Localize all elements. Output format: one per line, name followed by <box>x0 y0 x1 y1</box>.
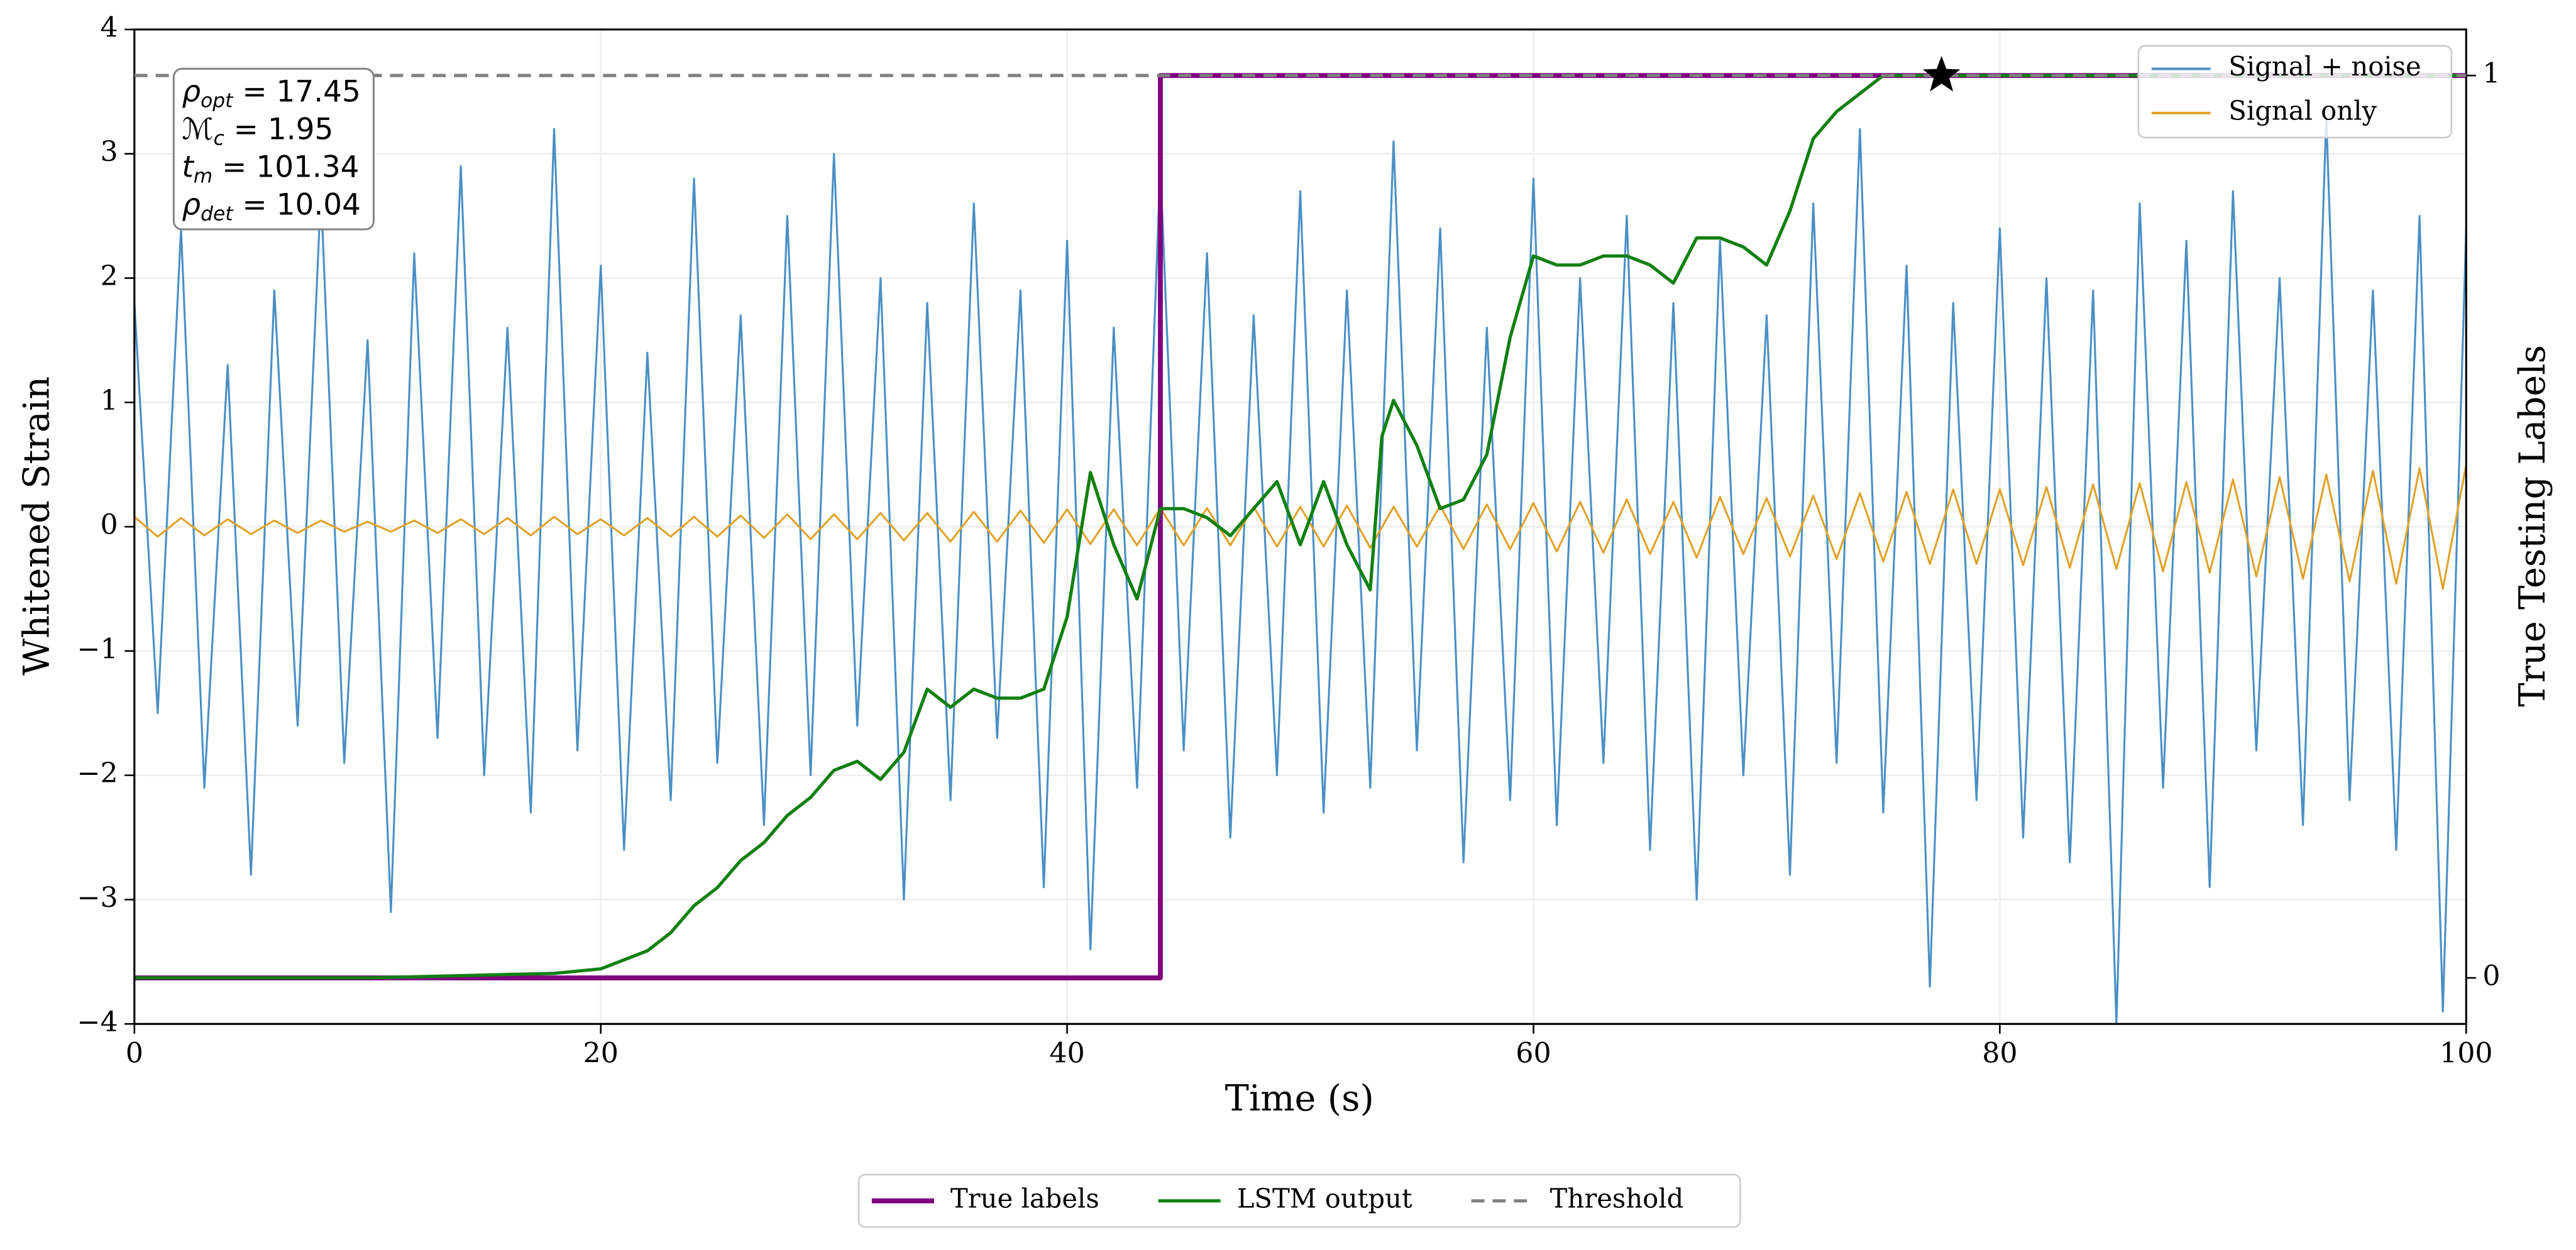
annotation-text: = 17.45 <box>233 74 360 109</box>
y-tick-label: 0 <box>101 509 118 541</box>
legend-label: Threshold <box>1550 1183 1684 1214</box>
x-tick-label: 80 <box>1982 1037 2017 1069</box>
series-line <box>134 74 2467 980</box>
y-tick-label: −3 <box>77 882 118 914</box>
x-tick-label: 100 <box>2440 1037 2493 1069</box>
annotation: ρdet = 10.04 <box>182 187 361 226</box>
x-tick-label: 20 <box>583 1037 619 1069</box>
series-line <box>134 73 2467 980</box>
y-tick-label: 4 <box>101 11 118 43</box>
annotation-subscript: opt <box>201 90 234 112</box>
annotation-symbol: ℳ <box>182 112 213 146</box>
legend-label: LSTM output <box>1237 1183 1412 1214</box>
legend-label: Signal only <box>2228 95 2377 126</box>
annotation: tm = 101.34 <box>182 150 359 188</box>
annotation-subscript: det <box>201 202 234 225</box>
legend-label: True labels <box>950 1183 1099 1214</box>
y-tick-label: 2 <box>101 260 118 292</box>
annotation-subscript: c <box>214 128 224 150</box>
legend-label: Signal + noise <box>2228 51 2421 82</box>
annotation: ℳc = 1.95 <box>182 112 333 150</box>
y2-tick-label: 0 <box>2482 960 2500 992</box>
annotation-text: = 1.95 <box>224 112 334 146</box>
x-tick-label: 60 <box>1516 1037 1551 1069</box>
x-axis-label: Time (s) <box>1225 1077 1374 1119</box>
legend-box <box>2137 45 2453 139</box>
grid <box>133 28 2467 1025</box>
star-marker <box>1922 55 1961 92</box>
y-axis-label: Whitened Strain <box>16 376 58 676</box>
plot-area <box>134 73 2467 1024</box>
y-tick-label: 1 <box>101 385 118 417</box>
y-tick-label: −1 <box>77 633 118 665</box>
y2-tick-label: 1 <box>2482 58 2500 90</box>
x-tick-label: 0 <box>126 1037 143 1069</box>
y2-axis-label: True Testing Labels <box>2511 345 2553 707</box>
annotation-symbol: ρ <box>182 187 201 222</box>
series-line <box>134 115 2467 1024</box>
annotation: ρopt = 17.45 <box>182 74 360 112</box>
annotation-symbol: ρ <box>182 74 201 109</box>
y-tick-label: 3 <box>101 136 118 168</box>
annotation-box <box>172 67 375 231</box>
x-tick-label: 40 <box>1049 1037 1084 1069</box>
annotation-symbol: t <box>182 150 194 184</box>
annotation-subscript: m <box>194 165 212 188</box>
legend-box <box>857 1173 1741 1228</box>
series-line <box>134 464 2467 590</box>
y-tick-label: −2 <box>77 757 118 789</box>
annotation-text: = 10.04 <box>233 187 361 222</box>
annotation-text: = 101.34 <box>212 150 359 184</box>
y-tick-label: −4 <box>77 1006 118 1038</box>
